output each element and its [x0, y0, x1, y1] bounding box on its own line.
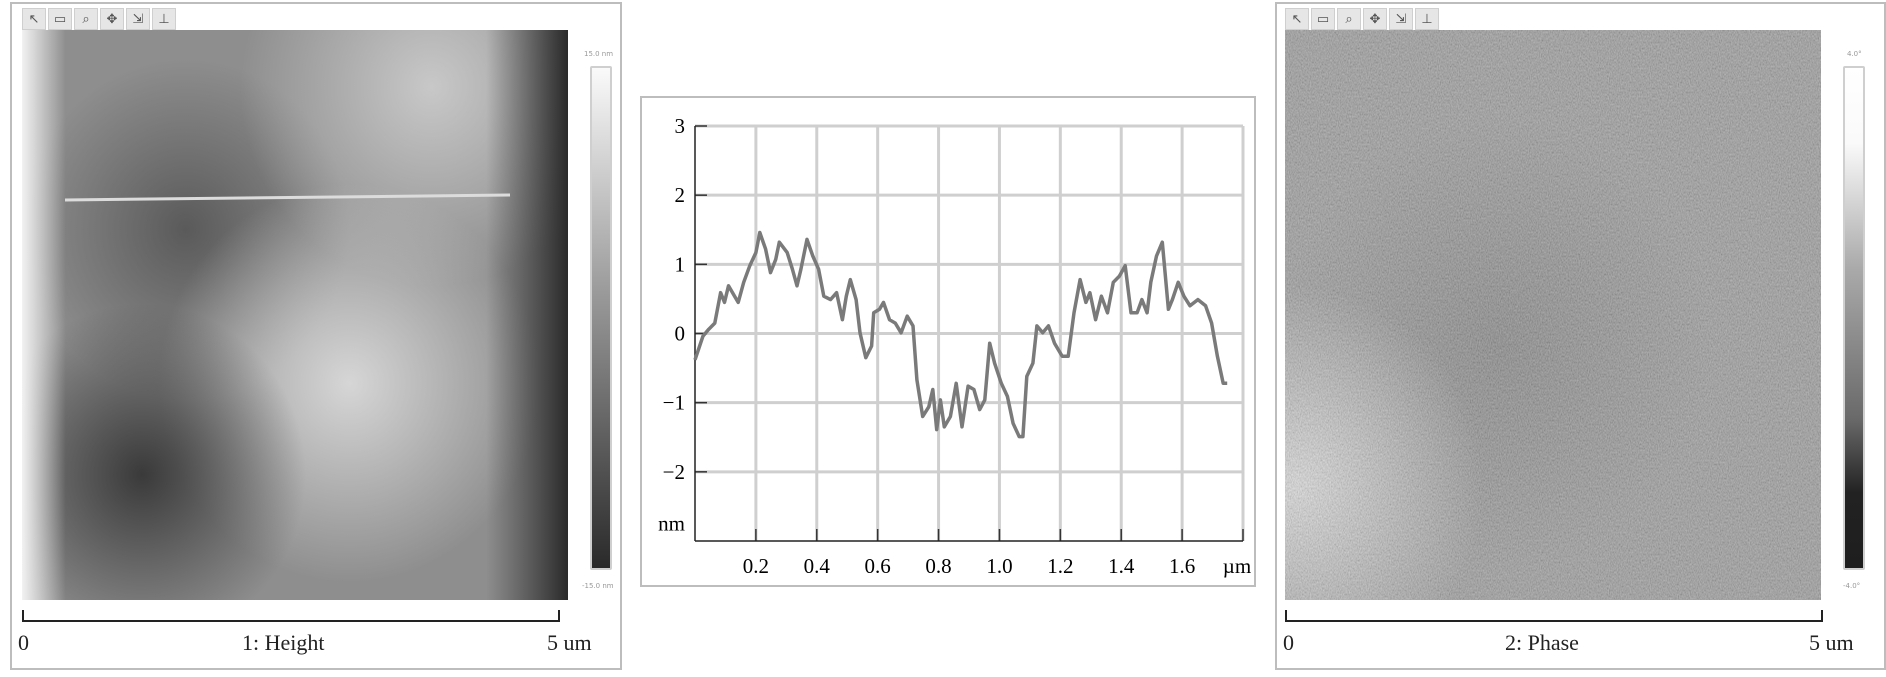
y-axis-label: nm: [658, 512, 685, 536]
offset-icon[interactable]: ⇲: [126, 8, 150, 30]
x-axis-label: µm: [1223, 554, 1251, 578]
phase-scale-end: 5 um: [1809, 630, 1854, 655]
offset-icon[interactable]: ⇲: [1389, 8, 1413, 30]
rectangle-icon[interactable]: ▭: [1311, 8, 1335, 30]
y-tick-label: 1: [675, 252, 686, 276]
height-scale-bar: [22, 610, 560, 622]
height-scale-start: 0: [18, 630, 29, 655]
x-tick-label: 0.4: [804, 554, 831, 578]
profile-line: [693, 230, 1228, 439]
height-map-image[interactable]: [22, 30, 568, 600]
y-tick-label: 0: [675, 322, 686, 346]
x-tick-label: 0.2: [743, 554, 769, 578]
x-tick-label: 1.0: [986, 554, 1012, 578]
export-icon[interactable]: ⊥: [152, 8, 176, 30]
y-tick-label: −2: [663, 460, 685, 484]
height-panel-title: 1: Height: [242, 630, 325, 655]
pan-icon[interactable]: ✥: [100, 8, 124, 30]
pointer-icon[interactable]: ↖: [22, 8, 46, 30]
pointer-icon[interactable]: ↖: [1285, 8, 1309, 30]
phase-toolbar: ↖ ▭ ⌕ ✥ ⇲ ⊥: [1285, 8, 1439, 30]
height-colorbar-min: -15.0 nm: [582, 582, 614, 590]
height-toolbar: ↖ ▭ ⌕ ✥ ⇲ ⊥: [22, 8, 176, 30]
phase-image-panel: ↖ ▭ ⌕ ✥ ⇲ ⊥ 4.0° -4.0° 0 2: Phase 5 um: [1275, 2, 1886, 670]
height-colorbar-max: 15.0 nm: [584, 50, 614, 58]
rectangle-icon[interactable]: ▭: [48, 8, 72, 30]
phase-colorbar: [1843, 66, 1865, 570]
pan-icon[interactable]: ✥: [1363, 8, 1387, 30]
phase-map-image[interactable]: [1285, 30, 1821, 600]
height-image-panel: ↖ ▭ ⌕ ✥ ⇲ ⊥ 15.0 nm -15.0 nm 0 1: Height 5 um: [10, 2, 622, 670]
x-tick-label: 0.8: [925, 554, 951, 578]
phase-colorbar-min: -4.0°: [1843, 582, 1861, 590]
x-tick-label: 1.2: [1047, 554, 1073, 578]
phase-panel-title: 2: Phase: [1505, 630, 1579, 655]
y-tick-label: −1: [663, 391, 685, 415]
profile-chart: 3 2 1 0 −1 −2 0.2 0.4 0.6 0.8 1.0 1.2 1.4 1.6 nm µm: [658, 114, 1251, 578]
height-colorbar: [590, 66, 612, 570]
profile-section-line: [64, 193, 511, 202]
x-tick-label: 1.6: [1169, 554, 1195, 578]
height-scale-end: 5 um: [547, 630, 592, 655]
zoom-icon[interactable]: ⌕: [74, 8, 98, 30]
phase-scale-start: 0: [1283, 630, 1294, 655]
zoom-icon[interactable]: ⌕: [1337, 8, 1361, 30]
phase-scale-bar: [1285, 610, 1823, 622]
y-tick-label: 2: [675, 183, 686, 207]
export-icon[interactable]: ⊥: [1415, 8, 1439, 30]
x-tick-label: 1.4: [1108, 554, 1135, 578]
y-tick-label: 3: [675, 114, 686, 138]
profile-chart-panel: 3 2 1 0 −1 −2 0.2 0.4 0.6 0.8 1.0 1.2 1.4 1.6 nm µm: [640, 96, 1256, 587]
x-tick-label: 0.6: [865, 554, 891, 578]
phase-colorbar-max: 4.0°: [1847, 50, 1862, 58]
